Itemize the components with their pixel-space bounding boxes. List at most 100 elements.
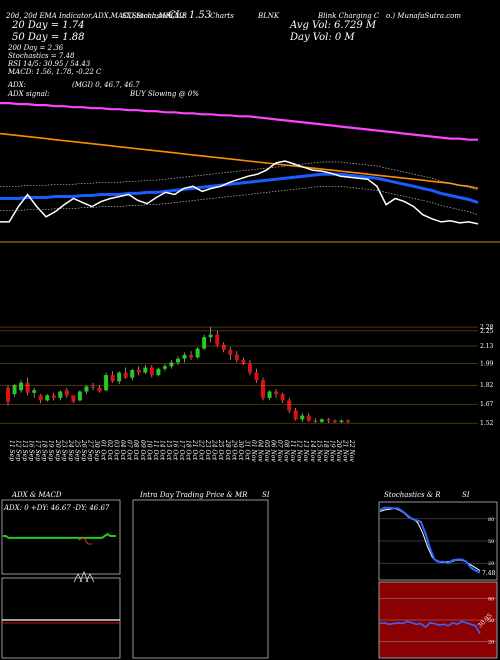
date-tick-label: 04 Nov [256,440,263,462]
candle-body [228,349,233,355]
date-tick-label: 18 Sep [41,440,48,461]
price-axis: 2.282.25 2.13 1.99 1.82 1.67 1.52 [0,324,494,427]
date-tick-label: 09 Oct [139,440,146,461]
candle-body [300,415,305,420]
date-tick-label: 10 Oct [145,440,152,461]
candle-body [319,419,324,422]
header-charts: Charts [210,12,234,20]
candle-body [195,348,200,358]
candle-body [208,334,213,338]
date-tick-label: 20 Nov [335,439,342,462]
candle-body [64,390,69,396]
date-tick-label: 28 Oct [224,439,231,461]
date-tick-label: 18 Oct [185,440,192,461]
date-tick-label: 08 Oct [132,440,139,461]
date-tick-label: 01 Oct [100,440,107,461]
adx-panel-title: ADX & MACD [12,491,62,499]
si2-label: SI [462,491,470,499]
series-cl [0,160,479,225]
rsi-tick-label: 20 [488,640,494,646]
band-upper [0,161,479,191]
date-tick-label: 02 Oct [106,440,113,461]
date-tick-label: 15 Oct [165,440,172,461]
adx-values-text: ADX: 0 +DY: 46.67 -DY: 46.67 [3,504,110,512]
close-price: CL: 1.53 [168,10,212,21]
date-tick-label: 30 Oct [237,440,244,461]
main-chart: 2.282.25 2.13 1.99 1.82 1.67 1.52 11 Sep 12 Se… [0,101,500,462]
candle-body [176,358,180,363]
series-20-day [0,172,479,205]
candle-body [32,390,37,393]
candle-body [234,354,239,360]
date-axis: 11 Sep 12 Sep 13 Sep 16 Sep 17 Sep 18 Sep 19 S… [8,439,355,462]
stoch-panel-title: Stochastics & R [384,491,441,499]
candle-body [97,387,102,392]
candle-body [189,354,194,358]
company-name: Blink Charging C [318,12,380,20]
date-tick-label: 25 Sep [73,439,80,461]
candle-body [261,380,265,398]
candle-body [162,366,167,369]
site-name: o.) MunafaSutra.com [386,12,462,20]
date-tick-label: 14 Oct [158,440,165,461]
stoch-k-line [379,506,481,574]
candle-body [6,387,10,402]
date-tick-label: 05 Nov [263,440,270,462]
candle-body [215,334,220,345]
date-tick-label: 31 Oct [243,440,250,461]
candlesticks [6,327,350,424]
date-tick-label: 21 Nov [341,439,348,462]
candle-body [247,363,252,373]
candle-body [326,419,331,421]
date-tick-label: 13 Nov [302,440,309,462]
candle-body [149,367,154,376]
candle-body [84,386,89,392]
date-tick-label: 29 Oct [230,439,237,461]
candle-body [293,410,298,420]
candle-body [156,368,161,376]
avg-volume: Avg Vol: 6.729 M [290,20,377,31]
candle-body [77,391,82,401]
date-tick-label: 12 Nov [296,440,303,462]
candle-body [306,415,311,421]
date-tick-label: 27 Sep [86,439,93,461]
candle-body [117,372,122,382]
candle-body [91,386,95,388]
buy-signal: BUY Slowing @ 0% [130,90,199,98]
candle-body [136,370,141,373]
stoch-tick-label: 20 [488,561,494,567]
date-tick-label: 12 Sep [15,440,22,461]
price-tick-label: 2.25 [480,328,494,335]
date-tick-label: 25 Oct [217,439,224,461]
candle-body [51,395,56,398]
ema20-label: 20 Day = 1.74 [12,20,85,31]
macd-panel [1,577,121,659]
date-tick-label: 15 Nov [315,440,322,462]
candle-body [254,372,259,381]
candle-body [280,394,285,401]
date-tick-label: 17 Oct [178,440,185,461]
candle-body [332,420,337,422]
candle-body [110,375,115,382]
rsi-tick-label: 80 [488,596,494,602]
candle-body [25,382,30,393]
date-tick-label: 18 Nov [322,440,329,462]
intraday-panel-title: Intra Day Trading Price & MR [140,491,248,499]
candle-body [182,354,187,359]
ema-lines [0,101,479,225]
price-tick-label: 2.13 [480,343,494,350]
candle-body [287,400,292,411]
candle-body [267,391,272,398]
stoch-value: Stochastics = 7.48 [8,52,75,60]
stoch-ticks: 80 50 20 [379,517,497,567]
date-tick-label: 20 Sep [54,439,61,461]
date-tick-label: 23 Oct [204,439,211,461]
candle-body [123,372,128,378]
price-tick-label: 1.67 [480,401,494,408]
date-tick-label: 30 Sep [93,440,100,461]
candle-body [71,395,76,402]
date-tick-label: 24 Oct [211,439,218,461]
stoch-last-value: 7.48 [482,570,496,577]
rsi-value: RSI 14/5: 30.95 / 54.43 [8,60,91,68]
si-label: SI [262,491,270,499]
